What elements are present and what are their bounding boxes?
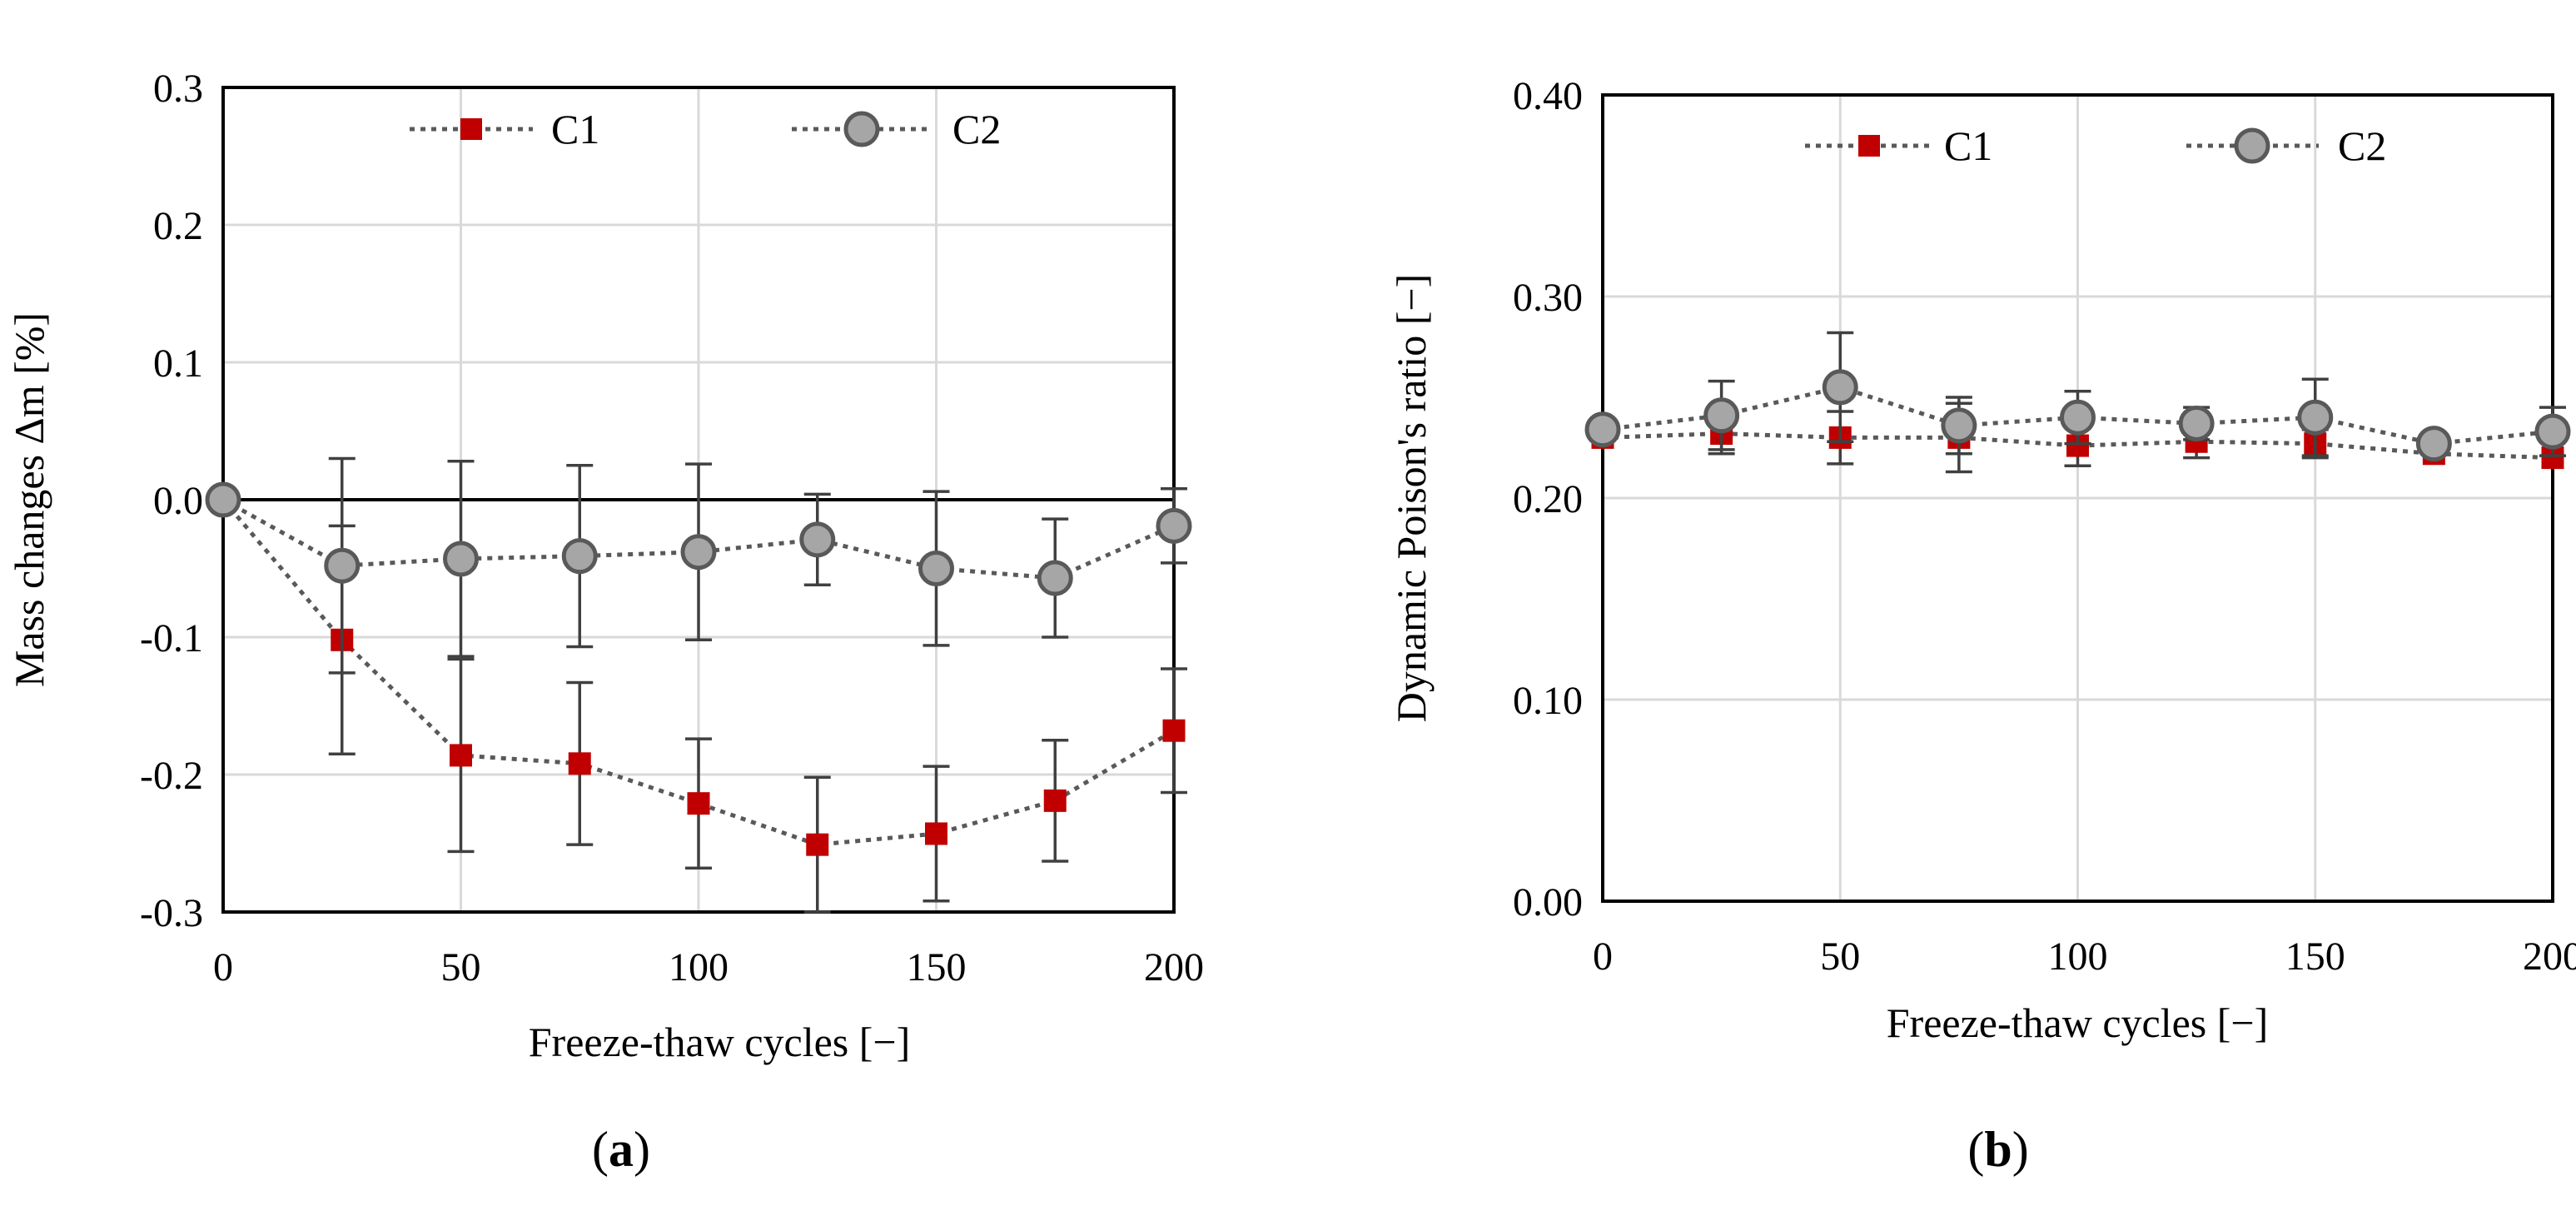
data-point-square [1043, 789, 1067, 812]
data-point-circle [799, 521, 836, 558]
x-tick-label: 50 [441, 945, 481, 989]
series-line [1602, 431, 2554, 461]
data-point-circle [2060, 399, 2096, 436]
y-tick-label: 0.30 [1513, 276, 1583, 320]
data-point-circle [1037, 560, 1073, 596]
x-tick-label: 0 [213, 945, 233, 989]
legend-item-c2: C2 [2186, 122, 2386, 169]
data-point-square [806, 833, 829, 856]
series-line [221, 498, 1176, 847]
panel-label-letter: b [1984, 1122, 2012, 1177]
legend-label: C1 [1944, 122, 1992, 169]
data-point-square [450, 744, 472, 767]
y-axis-title: Dynamic Poison's ratio [−] [1388, 274, 1435, 723]
data-point-circle [2297, 399, 2334, 436]
x-axis-title: Freeze-thaw cycles [−] [1887, 999, 2269, 1046]
x-tick-label: 0 [1593, 934, 1613, 979]
data-point-square [925, 822, 947, 845]
x-axis-title: Freeze-thaw cycles [−] [529, 1019, 911, 1065]
panel-b: 0.00 0.10 0.20 0.30 0.40 0 50 100 150 200 Freeze-t… [1388, 74, 2576, 1177]
data-point-circle [1703, 397, 1740, 434]
legend-item-c2: C2 [792, 106, 1001, 152]
legend-marker-circle [843, 111, 880, 147]
legend-marker-circle [2234, 127, 2270, 164]
data-point-square [1162, 719, 1186, 742]
data-point-circle [2178, 405, 2215, 441]
legend-marker-square [460, 118, 482, 140]
panel-label-close: ) [634, 1122, 650, 1177]
legend-item-c1: C1 [410, 106, 599, 152]
series-c2 [205, 456, 1192, 675]
y-tick-label: 0.40 [1513, 74, 1583, 118]
legend-label: C1 [551, 106, 599, 152]
x-tick-label: 100 [2048, 934, 2108, 979]
data-point-circle [561, 538, 598, 575]
x-tick-label: 100 [669, 945, 729, 989]
panel-label-close: ) [2012, 1122, 2029, 1177]
data-point-circle [443, 541, 479, 577]
data-point-circle [1941, 407, 1977, 444]
data-point-circle [680, 534, 717, 571]
plot-frame [1601, 93, 2554, 903]
y-tick-label: 0.2 [153, 204, 203, 248]
panel-label: (b) [1967, 1122, 2028, 1177]
gridlines [1603, 95, 2553, 901]
legend-label: C2 [2338, 122, 2386, 169]
data-point-circle [1156, 507, 1192, 544]
data-point-circle [918, 551, 954, 586]
y-tick-label: 0.1 [153, 341, 203, 386]
panel-label: (a) [592, 1122, 650, 1177]
y-tick-label: -0.1 [140, 616, 203, 660]
data-point-square [687, 792, 710, 815]
y-tick-label: 0.20 [1513, 477, 1583, 521]
series-c2 [1584, 331, 2571, 462]
y-axis-title: Mass changes Δm [%] [6, 312, 52, 687]
y-tick-label: 0.3 [153, 67, 203, 111]
legend-item-c1: C1 [1805, 122, 1992, 169]
data-point-circle [2534, 413, 2571, 450]
panel-a: -0.3 -0.2 -0.1 0.0 0.1 0.2 0.3 0 50 100 150 200 Free… [6, 67, 1204, 1177]
data-point-circle [1822, 369, 1858, 406]
x-tick-label: 50 [1820, 934, 1860, 979]
x-tick-label: 200 [1144, 945, 1204, 989]
y-tick-label: -0.2 [140, 754, 203, 798]
y-tick-label: 0.0 [153, 479, 203, 523]
data-point-circle [2415, 426, 2452, 462]
x-tick-label: 150 [2285, 934, 2345, 979]
panel-label-open: ( [592, 1122, 609, 1177]
legend: C1 C2 [410, 106, 1001, 152]
legend-label: C2 [952, 106, 1001, 152]
series-line [1602, 385, 2554, 446]
legend: C1 C2 [1805, 122, 2386, 169]
panel-label-open: ( [1967, 1122, 1984, 1177]
data-point-circle [1584, 411, 1621, 448]
legend-marker-square [1858, 135, 1880, 157]
y-tick-label: 0.10 [1513, 679, 1583, 723]
data-point-circle [205, 481, 241, 518]
series-line [221, 497, 1176, 581]
x-tick-label: 200 [2523, 934, 2576, 979]
data-point-square [568, 752, 591, 775]
data-point-circle [324, 547, 361, 584]
x-tick-label: 150 [907, 945, 967, 989]
y-tick-label: -0.3 [140, 891, 203, 935]
panel-label-letter: a [609, 1122, 634, 1177]
y-tick-label: 0.00 [1513, 880, 1583, 924]
